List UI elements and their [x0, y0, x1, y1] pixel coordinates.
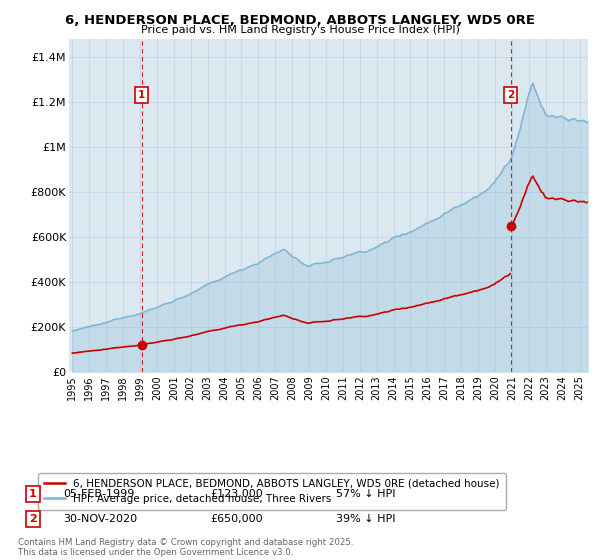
Text: Price paid vs. HM Land Registry's House Price Index (HPI): Price paid vs. HM Land Registry's House … [140, 25, 460, 35]
Text: 1: 1 [29, 489, 37, 499]
Text: 2: 2 [29, 514, 37, 524]
Text: 39% ↓ HPI: 39% ↓ HPI [336, 514, 395, 524]
Text: Contains HM Land Registry data © Crown copyright and database right 2025.
This d: Contains HM Land Registry data © Crown c… [18, 538, 353, 557]
Text: 2: 2 [507, 90, 514, 100]
Text: 05-FEB-1999: 05-FEB-1999 [63, 489, 134, 499]
Legend: 6, HENDERSON PLACE, BEDMOND, ABBOTS LANGLEY, WD5 0RE (detached house), HPI: Aver: 6, HENDERSON PLACE, BEDMOND, ABBOTS LANG… [38, 473, 506, 510]
Text: 57% ↓ HPI: 57% ↓ HPI [336, 489, 395, 499]
Text: 30-NOV-2020: 30-NOV-2020 [63, 514, 137, 524]
Text: £123,000: £123,000 [210, 489, 263, 499]
Text: 1: 1 [138, 90, 145, 100]
Text: £650,000: £650,000 [210, 514, 263, 524]
Text: 6, HENDERSON PLACE, BEDMOND, ABBOTS LANGLEY, WD5 0RE: 6, HENDERSON PLACE, BEDMOND, ABBOTS LANG… [65, 14, 535, 27]
